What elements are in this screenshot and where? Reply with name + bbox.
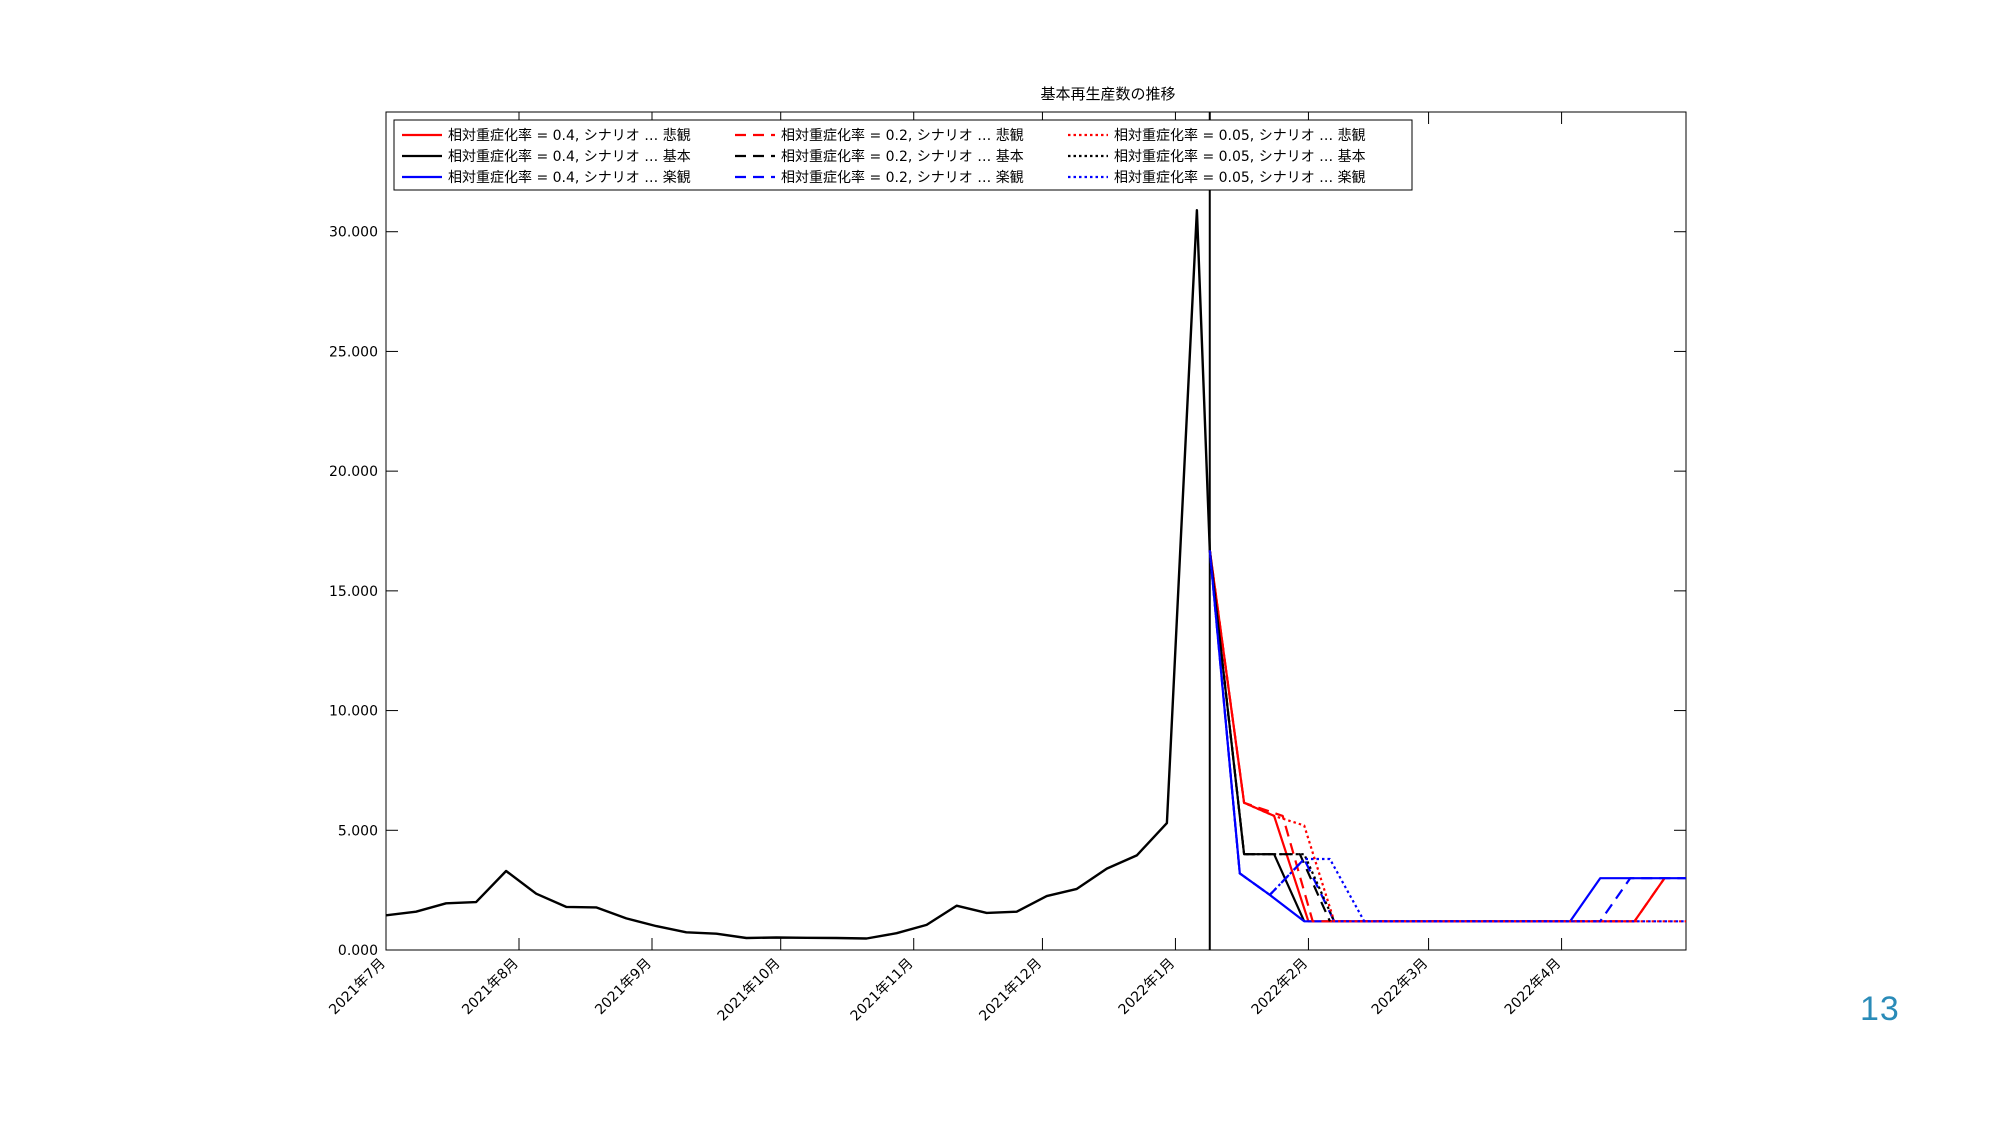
legend-label-1: 相対重症化率 = 0.4, シナリオ … 悲観 <box>448 127 691 144</box>
x-tick-label: 2022年3月 <box>1369 956 1432 1019</box>
page-number: 13 <box>1860 990 1900 1028</box>
y-tick-label: 10.000 <box>329 704 378 720</box>
y-tick-label: 25.000 <box>329 344 378 360</box>
series-line-3 <box>1208 550 1686 923</box>
x-tick-label: 2022年2月 <box>1249 956 1312 1019</box>
series-line-4 <box>1208 550 1666 923</box>
legend-label-6: 相対重症化率 = 0.2, シナリオ … 楽観 <box>781 169 1024 186</box>
x-tick-label: 2021年12月 <box>976 956 1045 1025</box>
x-tick-label: 2021年10月 <box>715 956 784 1025</box>
y-tick-label: 5.000 <box>338 823 378 839</box>
legend-label-3: 相対重症化率 = 0.4, シナリオ … 楽観 <box>448 169 691 186</box>
series-line-1 <box>1208 550 1666 923</box>
legend-label-7: 相対重症化率 = 0.05, シナリオ … 悲観 <box>1114 127 1366 144</box>
legend-label-8: 相対重症化率 = 0.05, シナリオ … 基本 <box>1114 148 1366 165</box>
series-line-6 <box>1208 550 1686 923</box>
x-tick-label: 2022年1月 <box>1116 956 1179 1019</box>
x-tick-label: 2021年11月 <box>848 956 917 1025</box>
x-tick-label: 2021年8月 <box>459 956 522 1019</box>
legend-label-9: 相対重症化率 = 0.05, シナリオ … 楽観 <box>1114 169 1366 186</box>
series-line-7 <box>1208 550 1686 923</box>
y-tick-label: 15.000 <box>329 584 378 600</box>
legend-box <box>393 119 1413 191</box>
legend-label-5: 相対重症化率 = 0.2, シナリオ … 基本 <box>781 148 1024 165</box>
series-layer <box>386 112 1686 950</box>
axes-layer: 0.000 5.000 10.000 15.000 20.000 25.000 30.000… <box>326 112 1686 1024</box>
x-tick-label: 2021年7月 <box>326 956 389 1019</box>
legend-label-2: 相対重症化率 = 0.4, シナリオ … 基本 <box>448 148 691 165</box>
y-tick-label: 30.000 <box>329 225 378 241</box>
y-tick-label: 20.000 <box>329 464 378 480</box>
series-line-8 <box>1208 550 1336 922</box>
x-tick-label: 2021年9月 <box>592 956 655 1019</box>
plot-frame <box>385 111 1687 951</box>
y-tick-label: 0.000 <box>338 943 378 959</box>
series-line-9 <box>1208 550 1686 923</box>
chart-title: 基本再生産数の推移 <box>1040 85 1175 103</box>
x-tick-label: 2022年4月 <box>1502 956 1565 1019</box>
history-line <box>386 208 1211 940</box>
legend-label-4: 相対重症化率 = 0.2, シナリオ … 悲観 <box>781 127 1024 144</box>
